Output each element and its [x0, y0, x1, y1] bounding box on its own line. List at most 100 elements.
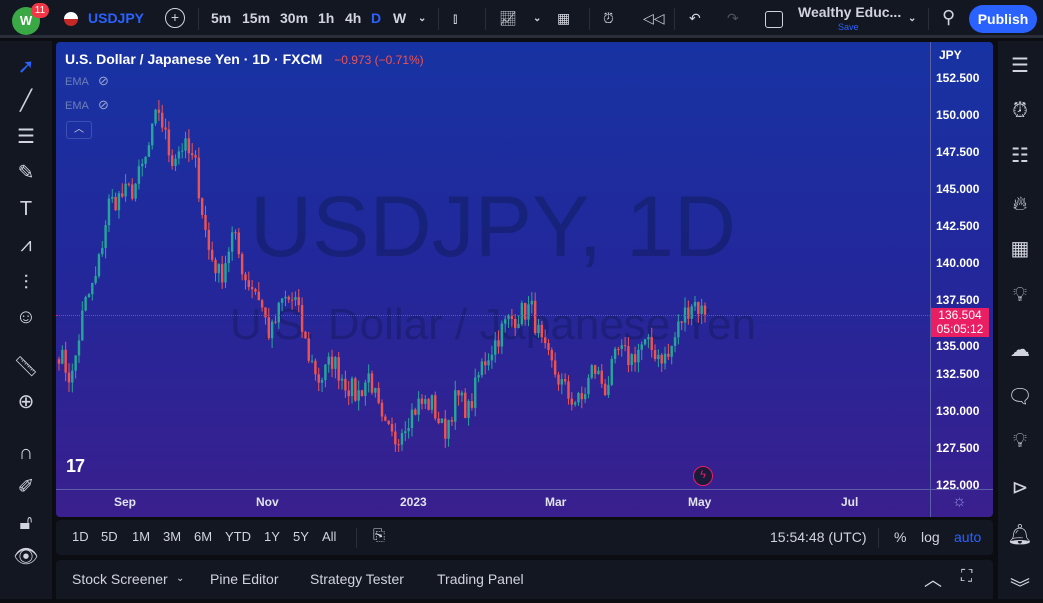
tab-pine-editor[interactable]: Pine Editor: [210, 571, 279, 587]
candle: [360, 389, 364, 397]
time-axis-border: [56, 489, 993, 490]
interval-4h[interactable]: 4h: [345, 10, 362, 26]
interval-30m[interactable]: 30m: [280, 10, 309, 26]
interval-15m[interactable]: 15m: [242, 10, 271, 26]
candle: [690, 304, 693, 326]
streams-bulb-icon[interactable]: 💡︎: [1013, 430, 1027, 452]
candle: [347, 380, 350, 406]
candle: [380, 399, 384, 422]
notifications-bell-icon[interactable]: 🔔︎: [1007, 524, 1033, 546]
eye-icon[interactable]: 👁︎: [13, 546, 39, 568]
candle: [520, 300, 524, 327]
hotlists-fire-icon[interactable]: 🔥︎: [1012, 193, 1028, 215]
range-all[interactable]: All: [322, 529, 337, 544]
price-tick: 150.000: [936, 108, 980, 122]
zoom-in-icon[interactable]: ⊕: [17, 391, 35, 413]
goto-date-icon[interactable]: ⎘: [373, 527, 386, 544]
chart-pane[interactable]: USDJPY, 1D U.S. Dollar / Japanese Yen U.…: [56, 42, 993, 517]
chat-icon[interactable]: 🗨︎: [1007, 386, 1033, 408]
candle: [200, 197, 204, 219]
brush-icon[interactable]: ✎: [17, 162, 35, 184]
tab-strategy-tester[interactable]: Strategy Tester: [310, 571, 404, 587]
cursor-icon[interactable]: ➚: [17, 56, 35, 78]
maximize-icon[interactable]: ⛶: [961, 568, 973, 585]
layout-chevron-down-icon[interactable]: ⌄: [908, 13, 917, 24]
text-icon[interactable]: T: [19, 198, 33, 220]
range-6m[interactable]: 6M: [194, 529, 213, 544]
eye-hidden-icon[interactable]: ⊘: [98, 73, 109, 88]
interval-5m[interactable]: 5m: [211, 10, 232, 26]
currency-selector[interactable]: JPY: [939, 48, 962, 62]
utc-clock[interactable]: 15:54:48 (UTC): [770, 529, 867, 545]
trend-line-icon[interactable]: ╱: [19, 90, 33, 112]
collapse-chevrons-icon[interactable]: ︾: [1010, 578, 1030, 600]
interval-1h[interactable]: 1h: [318, 10, 335, 26]
chat-cloud-icon[interactable]: ☁: [1010, 339, 1030, 361]
layout-grid-icon[interactable]: ▦: [557, 10, 571, 26]
ideas-bulb-icon[interactable]: 💡︎: [1013, 284, 1027, 306]
ema-label-1[interactable]: EMA: [65, 76, 89, 88]
range-5d[interactable]: 5D: [101, 529, 118, 544]
lock-drawing-icon[interactable]: ✐: [17, 476, 35, 498]
lightning-icon[interactable]: ϟ: [693, 466, 713, 486]
range-3m[interactable]: 3M: [163, 529, 182, 544]
collapse-legend-button[interactable]: ︿: [66, 121, 92, 139]
tab-stock-screener[interactable]: Stock Screener: [72, 571, 168, 587]
tab-trading-panel[interactable]: Trading Panel: [437, 571, 524, 587]
pattern-icon[interactable]: ⩘: [20, 234, 32, 256]
alerts-clock-icon[interactable]: ⏰︎: [1012, 100, 1028, 122]
candle: [537, 319, 540, 338]
candle: [250, 279, 254, 299]
candle: [220, 255, 224, 289]
settings-sun-icon[interactable]: ☼: [952, 493, 967, 510]
lock-icon[interactable]: 🔓︎: [19, 512, 33, 534]
percent-toggle[interactable]: %: [894, 529, 907, 545]
broadcast-play-icon[interactable]: ⊳: [1011, 477, 1029, 499]
range-1y[interactable]: 1Y: [264, 529, 280, 544]
object-tree-icon[interactable]: ☷: [1011, 145, 1029, 167]
range-ytd[interactable]: YTD: [225, 529, 251, 544]
compare-plus-icon[interactable]: +: [165, 8, 185, 28]
save-label[interactable]: Save: [838, 22, 859, 32]
ruler-icon[interactable]: 📏︎: [13, 356, 39, 378]
candle: [457, 390, 460, 406]
eye-hidden-icon[interactable]: ⊘: [98, 97, 109, 112]
layout-name[interactable]: Wealthy Educ...: [798, 4, 902, 20]
log-toggle[interactable]: log: [921, 529, 940, 545]
candle: [254, 287, 257, 295]
candle: [437, 411, 440, 425]
fib-icon[interactable]: ☰: [17, 126, 35, 148]
magnet-icon[interactable]: ∩: [18, 442, 34, 464]
candle: [587, 374, 590, 399]
range-1d[interactable]: 1D: [72, 529, 89, 544]
interval-d[interactable]: D: [371, 10, 382, 26]
candle: [474, 368, 477, 417]
layout-square-icon[interactable]: [765, 11, 783, 28]
candle: [177, 146, 181, 165]
publish-button[interactable]: Publish: [969, 5, 1037, 33]
watchlist-icon[interactable]: ☰: [1011, 55, 1029, 77]
prediction-icon[interactable]: ⫶: [23, 272, 29, 294]
interval-w[interactable]: W: [393, 10, 407, 26]
bar-countdown: 05:05:12: [936, 322, 984, 336]
auto-toggle[interactable]: auto: [954, 529, 982, 545]
range-1m[interactable]: 1M: [132, 529, 151, 544]
stock-screener-chevron-icon[interactable]: ⌄: [176, 573, 185, 584]
replay-icon[interactable]: ◁◁: [643, 10, 665, 26]
ema-label-2[interactable]: EMA: [65, 100, 89, 112]
emoji-icon[interactable]: ☺: [15, 306, 37, 328]
indicators-chevron-down-icon[interactable]: ⌄: [533, 13, 542, 24]
alert-clock-icon[interactable]: ⏰︎: [603, 10, 614, 26]
chevron-up-icon[interactable]: ︿: [924, 570, 942, 590]
calendar-icon[interactable]: ▦: [1010, 238, 1030, 260]
candle: [607, 376, 610, 398]
candle: [570, 392, 574, 411]
range-5y[interactable]: 5Y: [293, 529, 309, 544]
redo-icon[interactable]: ↷: [727, 10, 739, 26]
interval-chevron-down-icon[interactable]: ⌄: [418, 13, 427, 24]
indicators-icon[interactable]: 📈︎: [499, 10, 517, 26]
undo-icon[interactable]: ↶: [689, 10, 701, 26]
search-icon[interactable]: ⚲: [942, 7, 956, 27]
symbol-search[interactable]: USDJPY: [88, 10, 145, 26]
candles-icon[interactable]: ⫾: [453, 10, 458, 26]
